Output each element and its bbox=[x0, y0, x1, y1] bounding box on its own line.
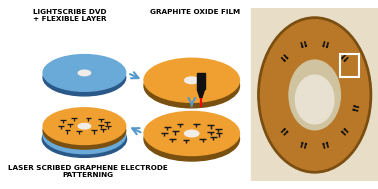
Text: GRAPHITE OXIDE FILM: GRAPHITE OXIDE FILM bbox=[150, 9, 240, 15]
Ellipse shape bbox=[78, 70, 91, 76]
Ellipse shape bbox=[43, 59, 126, 96]
Ellipse shape bbox=[43, 117, 126, 154]
Ellipse shape bbox=[78, 123, 91, 129]
Ellipse shape bbox=[144, 112, 239, 156]
Ellipse shape bbox=[258, 17, 372, 173]
Text: LASER SCRIBED GRAPHENE ELECTRODE
PATTERNING: LASER SCRIBED GRAPHENE ELECTRODE PATTERN… bbox=[8, 165, 168, 178]
Ellipse shape bbox=[144, 64, 239, 108]
Text: LIGHTSCRIBE DVD
+ FLEXIBLE LAYER: LIGHTSCRIBE DVD + FLEXIBLE LAYER bbox=[33, 9, 107, 22]
Ellipse shape bbox=[296, 75, 334, 124]
Ellipse shape bbox=[184, 130, 199, 137]
Ellipse shape bbox=[43, 108, 126, 145]
Ellipse shape bbox=[144, 58, 239, 102]
Ellipse shape bbox=[42, 121, 127, 157]
Ellipse shape bbox=[43, 112, 126, 149]
Ellipse shape bbox=[184, 77, 199, 84]
Bar bbox=[251, 8, 378, 181]
Ellipse shape bbox=[43, 55, 126, 91]
Ellipse shape bbox=[260, 20, 369, 170]
Polygon shape bbox=[197, 89, 204, 98]
Ellipse shape bbox=[144, 117, 239, 161]
Bar bbox=[340, 54, 359, 77]
Polygon shape bbox=[197, 73, 204, 89]
Ellipse shape bbox=[78, 132, 91, 138]
Ellipse shape bbox=[289, 60, 340, 130]
